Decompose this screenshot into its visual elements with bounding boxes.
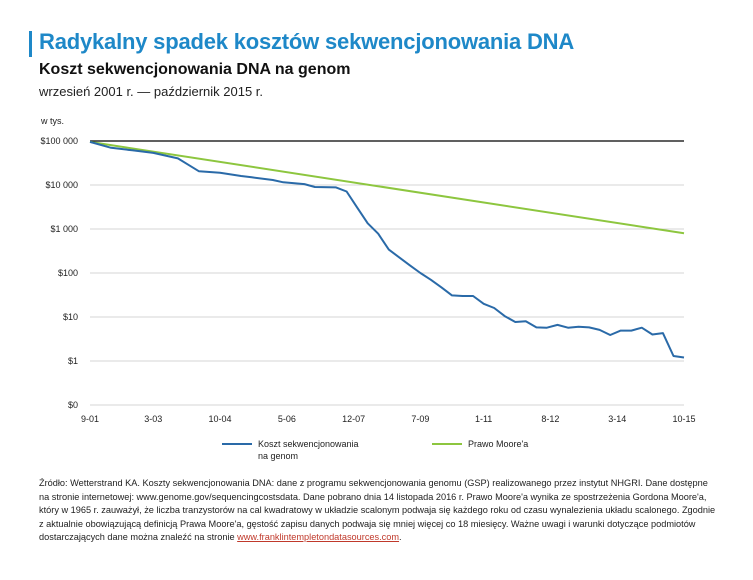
grid-lines <box>90 140 684 406</box>
y-axis-ticks: $100 000 $10 000 $1 000 $100 $10 $1 $0 <box>40 136 78 410</box>
legend-item-moore-law: Prawo Moore'a <box>432 438 580 450</box>
chart-subtitle: Koszt sekwencjonowania DNA na genom <box>39 61 351 78</box>
x-axis-ticks: 9-01 3-03 10-04 5-06 12-07 7-09 1-11 8-12 3-14 10… <box>81 414 696 424</box>
y-tick-label: $1 <box>68 356 78 366</box>
x-tick-label: 12-07 <box>342 414 365 424</box>
series-line-moore-law <box>89 140 685 235</box>
y-tick-label: $0 <box>68 400 78 410</box>
source-note: Źródło: Wetterstrand KA. Koszty sekwencj… <box>39 477 719 545</box>
legend-label-sequencing-cost: Koszt sekwencjonowania na genom <box>258 439 359 461</box>
x-tick-label: 8-12 <box>541 414 559 424</box>
line-chart: $100 000 $10 000 $1 000 $100 $10 $1 $0 9-01 3-0… <box>40 136 696 424</box>
title-accent-bar <box>29 31 32 57</box>
y-tick-label: $1 000 <box>50 224 78 234</box>
chart-title: Radykalny spadek kosztów sekwencjonowani… <box>39 29 575 54</box>
legend-swatch-sequencing-cost <box>222 443 252 445</box>
y-tick-label: $100 <box>58 268 78 278</box>
x-tick-label: 10-04 <box>209 414 232 424</box>
legend-swatch-moore-law <box>432 443 462 445</box>
series-lines <box>89 140 685 359</box>
series-line-sequencing-cost <box>89 140 685 359</box>
x-tick-label: 3-03 <box>144 414 162 424</box>
y-tick-label: $10 <box>63 312 78 322</box>
x-tick-label: 10-15 <box>672 414 695 424</box>
x-tick-label: 5-06 <box>278 414 296 424</box>
chart-period: wrzesień 2001 r. — październik 2015 r. <box>39 84 264 99</box>
y-tick-label: $10 000 <box>45 180 78 190</box>
source-text: Źródło: Wetterstrand KA. Koszty sekwencj… <box>39 478 716 542</box>
x-tick-label: 9-01 <box>81 414 99 424</box>
x-tick-label: 1-11 <box>475 414 492 424</box>
source-end: . <box>399 532 402 542</box>
x-tick-label: 3-14 <box>608 414 626 424</box>
legend-item-sequencing-cost: Koszt sekwencjonowania na genom <box>222 438 370 462</box>
y-tick-label: $100 000 <box>40 136 78 146</box>
source-link[interactable]: www.franklintempletondatasources.com <box>237 532 400 542</box>
y-axis-unit-label: w tys. <box>41 116 65 126</box>
legend-label-moore-law: Prawo Moore'a <box>468 439 529 449</box>
x-tick-label: 7-09 <box>411 414 429 424</box>
